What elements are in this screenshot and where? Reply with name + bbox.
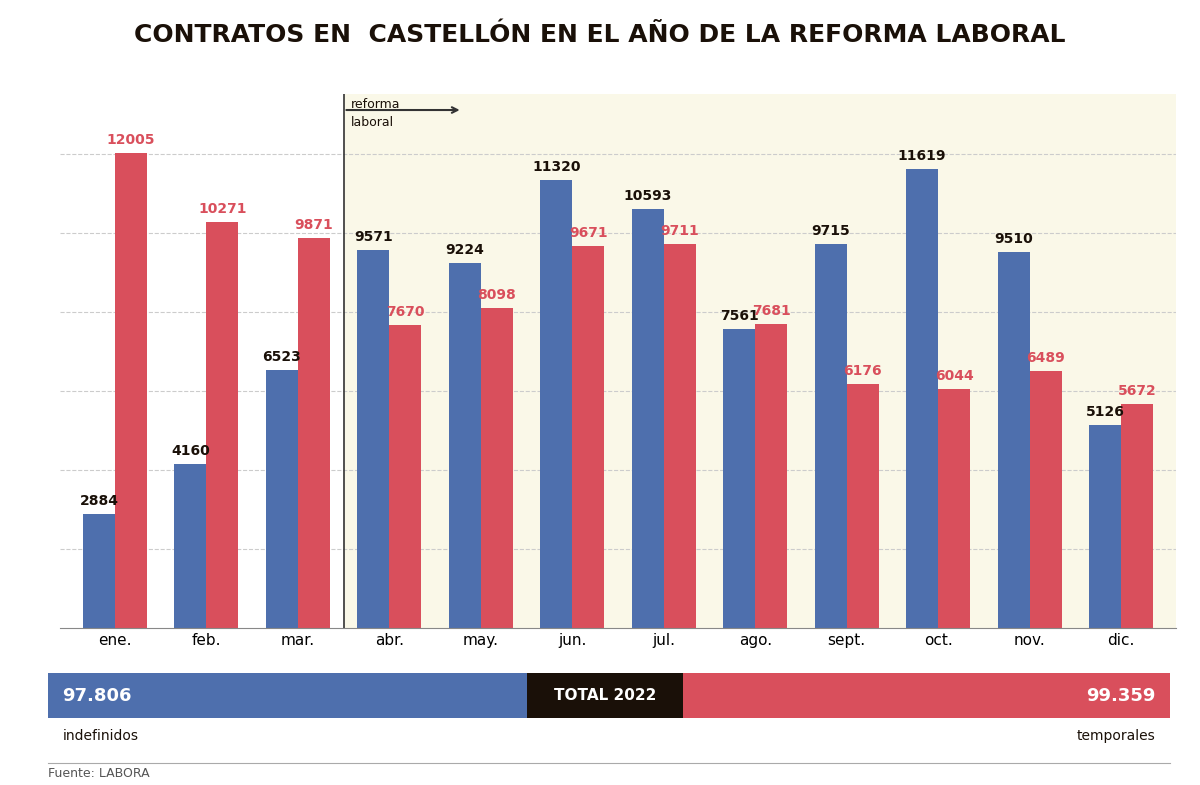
Text: 97.806: 97.806 xyxy=(62,687,132,704)
Text: 9224: 9224 xyxy=(445,243,485,257)
Bar xyxy=(664,244,696,628)
Bar xyxy=(1090,425,1121,628)
Text: 8098: 8098 xyxy=(478,288,516,302)
Bar xyxy=(1030,371,1062,628)
Text: 9711: 9711 xyxy=(660,224,700,238)
Bar xyxy=(631,209,664,628)
Bar xyxy=(481,308,512,628)
Bar xyxy=(389,325,421,628)
Bar xyxy=(266,370,298,628)
Text: 11320: 11320 xyxy=(532,160,581,174)
Text: 9871: 9871 xyxy=(294,217,334,232)
Text: indefinidos: indefinidos xyxy=(62,728,138,743)
Text: TOTAL 2022: TOTAL 2022 xyxy=(554,688,656,703)
Bar xyxy=(60,94,343,628)
Bar xyxy=(298,238,330,628)
Text: 5672: 5672 xyxy=(1117,384,1157,398)
Text: 6176: 6176 xyxy=(844,364,882,378)
Text: 10593: 10593 xyxy=(624,189,672,203)
Bar xyxy=(572,246,605,628)
Text: CONTRATOS EN  CASTELLÓN EN EL AÑO DE LA REFORMA LABORAL: CONTRATOS EN CASTELLÓN EN EL AÑO DE LA R… xyxy=(134,24,1066,47)
Text: 10271: 10271 xyxy=(198,202,247,216)
Bar xyxy=(847,384,878,628)
Bar xyxy=(174,463,206,628)
Bar xyxy=(755,324,787,628)
Text: 9510: 9510 xyxy=(995,232,1033,246)
Text: reforma: reforma xyxy=(350,98,401,111)
Text: 6523: 6523 xyxy=(263,350,301,364)
Bar xyxy=(358,250,389,628)
Text: 6044: 6044 xyxy=(935,369,973,383)
Bar xyxy=(815,244,847,628)
Bar xyxy=(997,252,1030,628)
Bar xyxy=(540,181,572,628)
Text: 4160: 4160 xyxy=(170,444,210,458)
Bar xyxy=(724,329,755,628)
Text: 7670: 7670 xyxy=(386,305,425,319)
Bar xyxy=(1121,403,1153,628)
Text: 6489: 6489 xyxy=(1026,352,1066,366)
Text: 5126: 5126 xyxy=(1086,405,1124,419)
Text: 7681: 7681 xyxy=(752,305,791,319)
Bar xyxy=(449,263,481,628)
Bar xyxy=(115,153,146,628)
Bar xyxy=(938,389,970,628)
Text: 9671: 9671 xyxy=(569,225,607,239)
Text: 9715: 9715 xyxy=(811,224,850,238)
Bar xyxy=(206,222,239,628)
Text: 99.359: 99.359 xyxy=(1086,687,1156,704)
Text: 12005: 12005 xyxy=(107,133,155,148)
Text: laboral: laboral xyxy=(350,116,394,129)
Text: 9571: 9571 xyxy=(354,230,392,243)
Bar xyxy=(343,94,1176,628)
Text: Fuente: LABORA: Fuente: LABORA xyxy=(48,767,150,780)
Text: temporales: temporales xyxy=(1076,728,1156,743)
Text: 2884: 2884 xyxy=(79,494,119,508)
Text: 11619: 11619 xyxy=(898,148,947,162)
Text: 7561: 7561 xyxy=(720,309,758,323)
Bar xyxy=(906,169,938,628)
Bar xyxy=(83,514,115,628)
